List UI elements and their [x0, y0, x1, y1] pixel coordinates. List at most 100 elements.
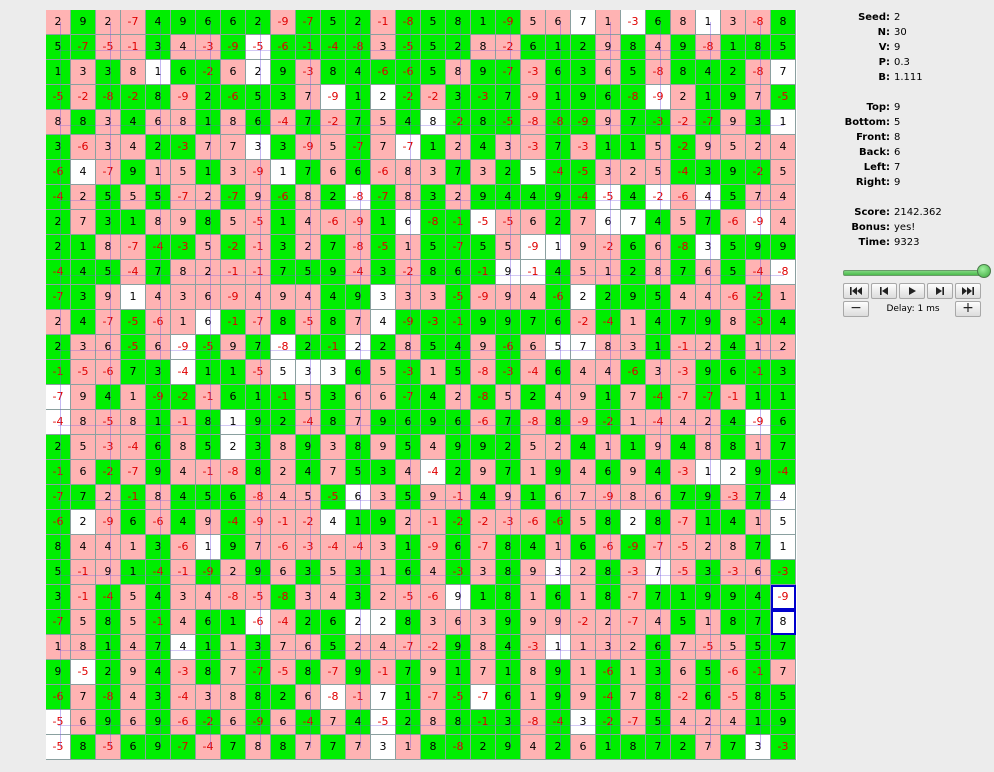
grid-cell: -8 [771, 260, 796, 285]
grid-cell: -8 [96, 85, 121, 110]
grid-cell: -7 [371, 185, 396, 210]
grid-cell: -8 [271, 335, 296, 360]
slider-knob[interactable] [977, 264, 991, 278]
grid-cell: 1 [771, 385, 796, 410]
stat-seed: Seed: 2 [858, 12, 901, 23]
decrease-delay-button[interactable]: − [843, 301, 869, 317]
grid-cell: 3 [421, 185, 446, 210]
grid-cell: -1 [271, 385, 296, 410]
grid-cell: 1 [571, 660, 596, 685]
grid-cell: -3 [396, 360, 421, 385]
grid-cell: 7 [746, 610, 771, 635]
grid-cell: 7 [296, 85, 321, 110]
first-step-button[interactable] [843, 283, 869, 299]
grid-cell: 8 [246, 460, 271, 485]
grid-cell: 8 [121, 410, 146, 435]
grid-cell: -9 [746, 210, 771, 235]
grid-cell: 6 [521, 210, 546, 235]
grid-cell: 4 [196, 585, 221, 610]
grid-cell: 5 [771, 510, 796, 535]
grid-cell: 2 [371, 610, 396, 635]
grid-cell: 4 [546, 385, 571, 410]
grid-cell: 4 [71, 160, 96, 185]
grid-cell: -8 [321, 685, 346, 710]
grid-cell: -2 [121, 85, 146, 110]
grid-cell: -9 [496, 10, 521, 35]
grid-cell: 3 [421, 610, 446, 635]
grid-cell: 8 [446, 10, 471, 35]
grid-cell: -8 [346, 235, 371, 260]
grid-cell: -4 [46, 410, 71, 435]
grid-cell: -7 [46, 610, 71, 635]
grid-cell: -3 [521, 635, 546, 660]
grid-cell: 8 [446, 60, 471, 85]
grid-cell: 8 [121, 60, 146, 85]
play-button[interactable] [899, 283, 925, 299]
grid-cell: 9 [246, 185, 271, 210]
grid-cell: 6 [146, 110, 171, 135]
grid-cell: 5 [646, 710, 671, 735]
grid-cell: 9 [421, 410, 446, 435]
grid-cell: -9 [321, 85, 346, 110]
grid-cell: 2 [746, 135, 771, 160]
grid-cell: 8 [96, 235, 121, 260]
grid-cell: 1 [46, 635, 71, 660]
grid-cell: 8 [696, 435, 721, 460]
grid-cell: -2 [446, 110, 471, 135]
grid-cell: 7 [71, 685, 96, 710]
grid-cell: 9 [446, 635, 471, 660]
grid-cell: -3 [646, 110, 671, 135]
grid-cell: 3 [421, 160, 446, 185]
grid-cell: -7 [396, 385, 421, 410]
grid-cell: 6 [496, 685, 521, 710]
grid-cell: 4 [771, 210, 796, 235]
grid-cell: -9 [771, 585, 796, 610]
grid-cell: 4 [471, 485, 496, 510]
grid-cell: 1 [421, 360, 446, 385]
grid-cell: 6 [146, 435, 171, 460]
grid-cell: 1 [146, 60, 171, 85]
next-step-button[interactable] [927, 283, 953, 299]
grid-cell: 7 [646, 735, 671, 760]
grid-cell: 9 [496, 735, 521, 760]
grid-cell: 7 [771, 435, 796, 460]
grid-cell: 3 [296, 585, 321, 610]
grid-cell: -8 [96, 685, 121, 710]
grid-cell: 3 [371, 260, 396, 285]
grid-cell: 1 [396, 685, 421, 710]
grid-cell: 1 [271, 210, 296, 235]
stat-score: Score: 2142.362 [854, 207, 942, 218]
grid-cell: 1 [396, 735, 421, 760]
grid-cell: 4 [646, 310, 671, 335]
grid-cell: -2 [71, 85, 96, 110]
grid-cell: 9 [96, 710, 121, 735]
prev-step-button[interactable] [871, 283, 897, 299]
grid-cell: 4 [421, 385, 446, 410]
last-step-button[interactable] [955, 283, 981, 299]
increase-delay-button[interactable]: + [955, 301, 981, 317]
grid-cell: 6 [221, 10, 246, 35]
grid-cell: -1 [46, 360, 71, 385]
grid-cell: 6 [596, 460, 621, 485]
grid-cell: 2 [571, 560, 596, 585]
grid-cell: 2 [146, 135, 171, 160]
grid-cell: -7 [696, 110, 721, 135]
grid-cell: -5 [446, 685, 471, 710]
grid-cell: 8 [71, 410, 96, 435]
grid-cell: 2 [621, 635, 646, 660]
grid-cell: 2 [596, 285, 621, 310]
grid-cell: -4 [746, 260, 771, 285]
grid-cell: -7 [171, 735, 196, 760]
grid-cell: 2 [371, 85, 396, 110]
grid-cell: -6 [371, 60, 396, 85]
grid-cell: 2 [721, 60, 746, 85]
grid-cell: 5 [546, 335, 571, 360]
grid-cell: 3 [346, 585, 371, 610]
step-slider[interactable] [843, 264, 991, 280]
grid-cell: 9 [496, 610, 521, 635]
grid-cell: -4 [146, 560, 171, 585]
grid-cell: 8 [746, 685, 771, 710]
grid-cell: 3 [146, 535, 171, 560]
grid-cell: 6 [196, 310, 221, 335]
grid-cell: 9 [271, 60, 296, 85]
